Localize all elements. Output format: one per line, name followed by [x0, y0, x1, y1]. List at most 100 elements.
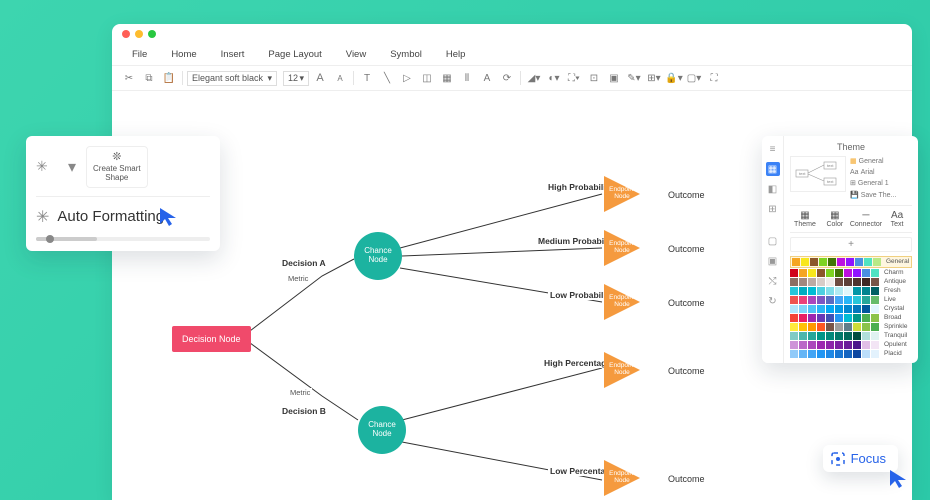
- swatch[interactable]: [808, 287, 816, 295]
- panel-page-icon[interactable]: ▢: [766, 234, 780, 248]
- swatch[interactable]: [871, 296, 879, 304]
- font-select[interactable]: Elegant soft black▾: [187, 71, 277, 86]
- menu-help[interactable]: Help: [436, 46, 476, 63]
- swatch[interactable]: [817, 323, 825, 331]
- swatch[interactable]: [799, 314, 807, 322]
- swatch[interactable]: [826, 314, 834, 322]
- cut-icon[interactable]: ✂: [120, 69, 138, 87]
- swatch[interactable]: [819, 258, 827, 266]
- swatch[interactable]: [817, 341, 825, 349]
- swatch[interactable]: [826, 341, 834, 349]
- swatch[interactable]: [826, 332, 834, 340]
- close-dot[interactable]: [122, 30, 130, 38]
- copy-icon[interactable]: ⧉: [140, 69, 158, 87]
- swatch[interactable]: [846, 258, 854, 266]
- swatch[interactable]: [799, 332, 807, 340]
- menu-insert[interactable]: Insert: [211, 46, 255, 63]
- swatch[interactable]: [835, 269, 843, 277]
- swatch[interactable]: [853, 269, 861, 277]
- swatch[interactable]: [862, 332, 870, 340]
- swatch[interactable]: [853, 314, 861, 322]
- swatch[interactable]: [853, 305, 861, 313]
- paste-icon[interactable]: 📋: [160, 69, 178, 87]
- swatch[interactable]: [844, 341, 852, 349]
- palette-row[interactable]: General: [790, 256, 912, 268]
- swatch[interactable]: [826, 305, 834, 313]
- swatch[interactable]: [817, 269, 825, 277]
- swatch[interactable]: [844, 287, 852, 295]
- swatch[interactable]: [790, 305, 798, 313]
- swatch[interactable]: [790, 287, 798, 295]
- swatch[interactable]: [808, 269, 816, 277]
- theme-preview[interactable]: texttexttext: [790, 156, 846, 192]
- tab-text[interactable]: AaText: [882, 210, 912, 228]
- tab-connector[interactable]: ─Connector: [850, 210, 882, 228]
- pointer-icon[interactable]: ▷: [398, 69, 416, 87]
- palette-row[interactable]: Crystal: [790, 305, 912, 313]
- swatch[interactable]: [817, 287, 825, 295]
- dropdown-icon[interactable]: ▾: [68, 157, 76, 177]
- swatch[interactable]: [844, 323, 852, 331]
- swatch[interactable]: [835, 296, 843, 304]
- fill-icon[interactable]: ▦: [438, 69, 456, 87]
- swatch[interactable]: [790, 278, 798, 286]
- shadow-icon[interactable]: ◐▾: [545, 69, 563, 87]
- swatch[interactable]: [808, 323, 816, 331]
- swatch[interactable]: [826, 350, 834, 358]
- swatch[interactable]: [799, 305, 807, 313]
- swatch[interactable]: [790, 269, 798, 277]
- swatch[interactable]: [801, 258, 809, 266]
- swatch[interactable]: [844, 332, 852, 340]
- swatch[interactable]: [862, 350, 870, 358]
- swatch[interactable]: [871, 332, 879, 340]
- crop-icon[interactable]: ⛶▾: [565, 69, 583, 87]
- palette-row[interactable]: Fresh: [790, 287, 912, 295]
- swatch[interactable]: [871, 341, 879, 349]
- search-icon[interactable]: ⊡: [585, 69, 603, 87]
- swatch[interactable]: [808, 305, 816, 313]
- line-icon[interactable]: ╲: [378, 69, 396, 87]
- swatch[interactable]: [828, 258, 836, 266]
- swatch[interactable]: [835, 278, 843, 286]
- swatch[interactable]: [826, 269, 834, 277]
- pen-icon[interactable]: ✎▾: [625, 69, 643, 87]
- swatch[interactable]: [844, 305, 852, 313]
- swatch[interactable]: [810, 258, 818, 266]
- swatch[interactable]: [862, 287, 870, 295]
- swatch[interactable]: [826, 296, 834, 304]
- swatch[interactable]: [835, 323, 843, 331]
- create-smart-shape-button[interactable]: ❊ Create Smart Shape: [86, 146, 148, 188]
- swatch[interactable]: [817, 332, 825, 340]
- swatch[interactable]: [826, 287, 834, 295]
- grid-icon[interactable]: ⊞▾: [645, 69, 663, 87]
- palette-row[interactable]: Live: [790, 296, 912, 304]
- swatch[interactable]: [826, 323, 834, 331]
- swatch[interactable]: [799, 287, 807, 295]
- focus-button[interactable]: Focus: [823, 445, 898, 472]
- palette-row[interactable]: Placid: [790, 350, 912, 358]
- panel-layer-icon[interactable]: ◧: [766, 182, 780, 196]
- swatch[interactable]: [844, 350, 852, 358]
- swatch[interactable]: [871, 278, 879, 286]
- swatch[interactable]: [799, 278, 807, 286]
- swatch[interactable]: [808, 296, 816, 304]
- swatch[interactable]: [808, 278, 816, 286]
- swatch[interactable]: [790, 350, 798, 358]
- palette-row[interactable]: Opulent: [790, 341, 912, 349]
- swatch[interactable]: [799, 341, 807, 349]
- font-icon[interactable]: A: [478, 69, 496, 87]
- text-icon[interactable]: T: [358, 69, 376, 87]
- swatch[interactable]: [790, 323, 798, 331]
- palette-row[interactable]: Sprinkle: [790, 323, 912, 331]
- chance-node-a[interactable]: Chance Node: [354, 232, 402, 280]
- swatch[interactable]: [808, 350, 816, 358]
- swatch[interactable]: [844, 314, 852, 322]
- layers-icon[interactable]: ◫: [418, 69, 436, 87]
- tab-color[interactable]: ▦Color: [820, 210, 850, 228]
- swatch[interactable]: [853, 350, 861, 358]
- slider[interactable]: [36, 237, 210, 241]
- fontsize-dec-icon[interactable]: A: [331, 69, 349, 87]
- swatch[interactable]: [862, 305, 870, 313]
- swatch[interactable]: [799, 323, 807, 331]
- menu-view[interactable]: View: [336, 46, 376, 63]
